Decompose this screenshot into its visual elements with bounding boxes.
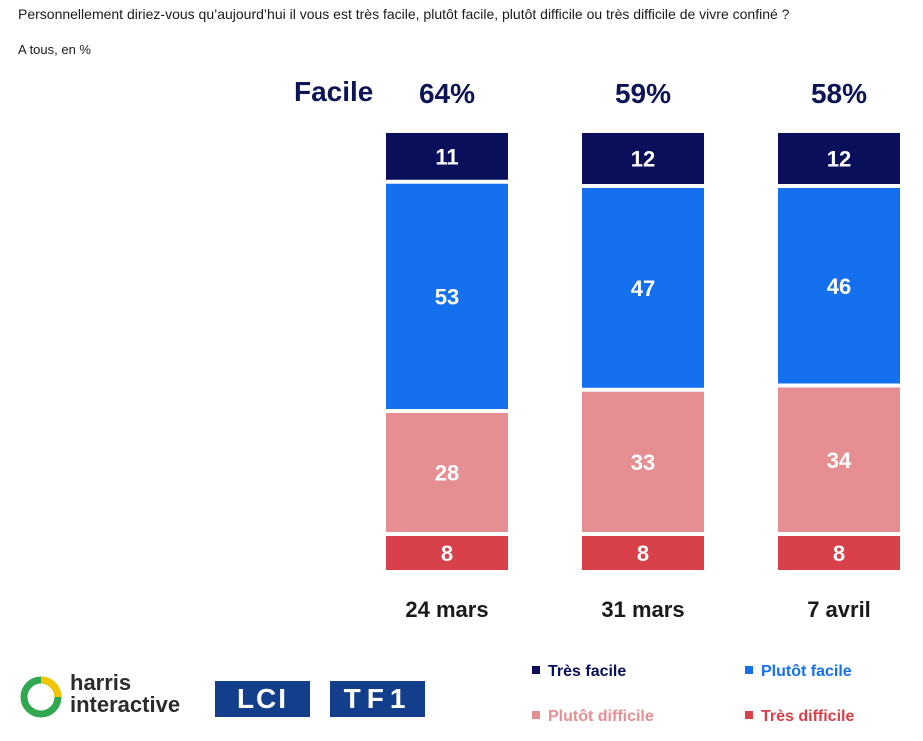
bar-segment (778, 133, 900, 184)
bar-segment (778, 387, 900, 532)
bar-value-label: 12 (631, 147, 655, 172)
facile-total-label: 59% (615, 78, 671, 109)
bar-value-label: 8 (833, 541, 845, 566)
legend-label: Plutôt facile (761, 663, 852, 680)
question-text: Personnellement diriez-vous qu’aujourd’h… (18, 6, 790, 22)
bar-segment (386, 133, 508, 180)
legend-swatch (745, 710, 753, 719)
bar-segment (582, 391, 704, 532)
category-label: 31 mars (601, 597, 684, 622)
bar-segment (778, 188, 900, 384)
facile-label: Facile (294, 76, 374, 107)
bar-value-label: 47 (631, 276, 655, 301)
harris-interactive-logo: harris interactive (18, 670, 208, 722)
bar-segment (582, 536, 704, 570)
bar-value-label: 8 (637, 541, 649, 566)
bar-value-label: 34 (827, 448, 852, 473)
legend-item-tres-facile: Très facile (532, 663, 626, 681)
legend-label: Très facile (548, 663, 627, 680)
harris-ring-icon (20, 676, 62, 718)
harris-line2: interactive (70, 692, 181, 717)
bar-value-label: 12 (827, 147, 851, 172)
bar-value-label: 53 (435, 284, 459, 309)
bar-segment (582, 133, 704, 184)
bar-value-label: 8 (441, 541, 453, 566)
legend-swatch (745, 665, 753, 674)
legend-swatch (532, 710, 540, 719)
bar-segment (386, 413, 508, 532)
facile-total-label: 58% (811, 78, 867, 109)
legend-label: Plutôt difficile (548, 708, 654, 725)
bar-segment (386, 536, 508, 570)
legend-item-plutot-difficile: Plutôt difficile (532, 708, 654, 726)
legend-label: Très difficile (761, 708, 855, 725)
harris-text: harris interactive (70, 672, 180, 716)
category-label: 24 mars (405, 597, 488, 622)
lci-logo: LCI (215, 681, 310, 717)
bar-value-label: 33 (631, 450, 655, 475)
bar-value-label: 46 (827, 274, 851, 299)
bar-value-label: 11 (435, 144, 458, 169)
category-label: 7 avril (807, 597, 871, 622)
tf1-logo: TF1 (330, 681, 425, 717)
bar-value-label: 28 (435, 461, 459, 486)
facile-total-label: 64% (419, 78, 475, 109)
subtitle: A tous, en % (18, 42, 91, 57)
bar-segment (386, 183, 508, 409)
bar-segment (582, 188, 704, 388)
harris-line1: harris (70, 670, 132, 695)
bar-segment (778, 536, 900, 570)
legend-item-tres-difficile: Très difficile (745, 708, 854, 726)
legend-swatch (532, 665, 540, 674)
legend-item-plutot-facile: Plutôt facile (745, 663, 852, 681)
